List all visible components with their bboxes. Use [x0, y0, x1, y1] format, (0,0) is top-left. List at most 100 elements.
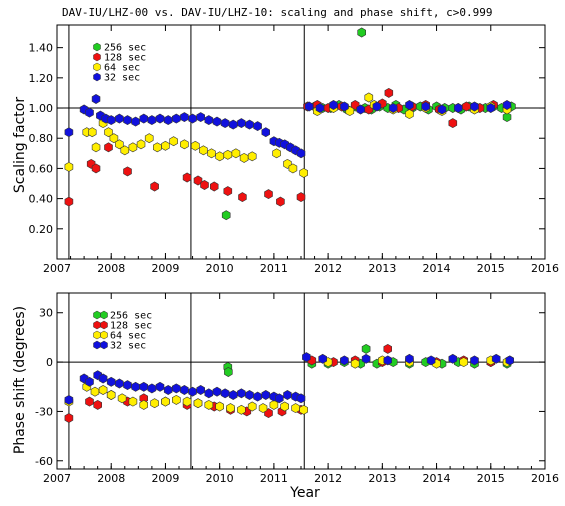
scaling-data-point: [182, 172, 192, 183]
phase-data-point: [340, 355, 349, 366]
phase-x-tick-label: 2014: [423, 472, 451, 485]
phase-data-point: [448, 353, 458, 364]
plot-layer: 2007 2008 2009 2010 2011 2012 2013 2014 2015 2016…: [29, 24, 559, 485]
scaling-data-point: [448, 118, 458, 129]
phase-data-point: [123, 380, 132, 391]
scaling-x-tick-label: 2012: [314, 262, 342, 275]
phase-data-point: [150, 398, 159, 409]
phase-data-point: [155, 381, 165, 392]
phase-legend-marker-2: [100, 310, 108, 320]
scaling-data-point: [200, 180, 209, 190]
scaling-y-tick-label: 1.00: [29, 102, 54, 115]
phase-data-point: [204, 388, 214, 399]
scaling-data-point: [247, 151, 257, 162]
chart-title: DAV-IU/LHZ-00 vs. DAV-IU/LHZ-10: scaling…: [62, 6, 492, 19]
scaling-data-point: [115, 113, 124, 124]
x-axis-label: Year: [289, 485, 320, 501]
scaling-data-point: [131, 116, 140, 127]
scaling-data-point: [147, 115, 157, 126]
scaling-data-point: [364, 92, 374, 103]
scaling-data-point: [221, 210, 231, 221]
scaling-data-point: [153, 142, 162, 153]
phase-data-point: [491, 353, 501, 364]
scaling-data-point: [405, 100, 414, 110]
phase-y-tick-label: -30: [35, 405, 53, 418]
phase-legend-marker-2: [100, 330, 108, 340]
phase-data-point: [180, 385, 189, 395]
scaling-data-point: [88, 127, 97, 138]
scaling-series-32-sec: [64, 94, 512, 159]
scaling-legend-marker: [93, 52, 101, 62]
scaling-y-tick-label: 0.60: [29, 162, 54, 175]
phase-data-point: [128, 396, 138, 407]
scaling-data-point: [223, 186, 233, 197]
scaling-data-point: [272, 148, 281, 159]
phase-data-point: [361, 343, 371, 354]
scaling-data-point: [196, 112, 205, 123]
phase-y-tick-label: -60: [35, 455, 53, 468]
phase-x-tick-label: 2010: [206, 472, 234, 485]
scaling-legend-label: 32 sec: [104, 73, 140, 84]
scaling-data-point: [136, 139, 146, 150]
scaling-y-tick-label: 0.40: [29, 193, 54, 206]
phase-data-point: [182, 396, 192, 407]
phase-data-point: [283, 390, 292, 400]
phase-data-point: [274, 393, 284, 404]
scaling-x-tick-label: 2016: [531, 262, 559, 275]
scaling-data-point: [384, 87, 394, 98]
phase-data-point: [172, 394, 181, 405]
scaling-data-point: [104, 127, 113, 138]
scaling-data-point: [453, 103, 463, 113]
scaling-data-point: [304, 101, 314, 112]
scaling-data-point: [264, 189, 273, 200]
phase-data-point: [188, 386, 197, 397]
scaling-x-tick-label: 2008: [97, 262, 125, 275]
scaling-data-point: [115, 139, 124, 150]
phase-data-point: [505, 355, 515, 366]
scaling-data-point: [421, 101, 431, 112]
scaling-data-point: [486, 103, 496, 113]
scaling-data-point: [64, 127, 74, 138]
phase-data-point: [172, 383, 181, 394]
scaling-data-point: [231, 148, 241, 159]
phase-data-point: [296, 393, 306, 404]
scaling-data-point: [161, 140, 170, 151]
phase-data-point: [280, 401, 290, 412]
phase-data-point: [383, 343, 393, 354]
phase-data-point: [193, 398, 203, 409]
phase-y-tick-label: 0: [46, 356, 53, 369]
phase-x-tick-label: 2009: [151, 472, 179, 485]
phase-x-tick-label: 2007: [43, 472, 71, 485]
phase-data-point: [147, 383, 157, 394]
scaling-data-point: [210, 181, 219, 192]
phase-data-point: [139, 381, 148, 392]
scaling-data-point: [372, 101, 382, 112]
phase-data-point: [247, 401, 257, 412]
phase-x-tick-label: 2013: [368, 472, 396, 485]
phase-data-point: [224, 367, 233, 377]
phase-data-point: [253, 391, 262, 402]
scaling-data-point: [139, 113, 148, 124]
scaling-y-tick-label: 0.80: [29, 132, 54, 145]
scaling-data-point: [193, 175, 203, 186]
scaling-data-point: [106, 115, 116, 126]
scaling-data-point: [163, 115, 173, 126]
scaling-data-point: [237, 118, 246, 129]
scaling-data-point: [169, 136, 178, 147]
scaling-data-point: [123, 166, 132, 177]
scaling-data-point: [91, 142, 101, 153]
scaling-data-point: [207, 148, 216, 159]
scaling-data-point: [239, 152, 249, 163]
scaling-data-point: [228, 119, 238, 130]
scaling-data-point: [462, 101, 471, 112]
scaling-x-tick-label: 2009: [151, 262, 179, 275]
phase-data-point: [405, 353, 414, 364]
phase-data-point: [117, 393, 127, 404]
phase-data-point: [139, 399, 148, 410]
scaling-data-point: [212, 116, 222, 127]
scaling-x-tick-label: 2007: [43, 262, 71, 275]
phase-legend-label: 256 sec: [110, 311, 152, 322]
scaling-legend-label: 128 sec: [104, 53, 146, 64]
scaling-data-point: [299, 167, 309, 178]
